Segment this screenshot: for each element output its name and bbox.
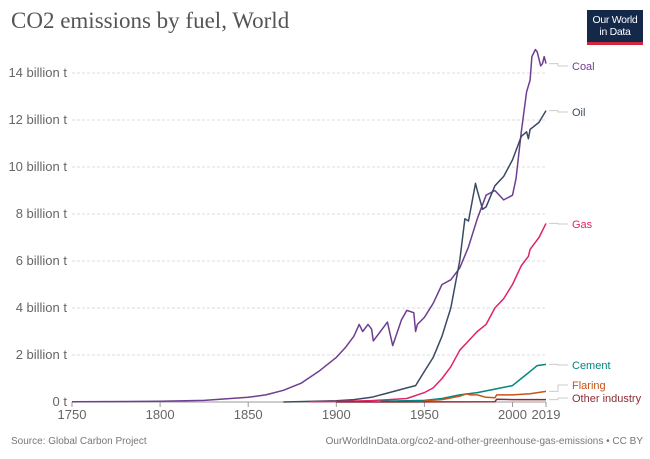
y-tick-label: 10 billion t xyxy=(8,159,67,174)
label-connector xyxy=(549,363,568,366)
x-tick-label: 1850 xyxy=(234,407,263,422)
line-chart: 0 t 2 billion t 4 billion t 6 billion t 8 bi… xyxy=(8,48,642,422)
label-connector xyxy=(549,63,568,67)
x-tick-label: 1950 xyxy=(410,407,439,422)
series-line-other-industry xyxy=(336,398,546,403)
x-tick-label: 1900 xyxy=(322,407,351,422)
label-connector xyxy=(549,110,568,113)
series-label: Coal xyxy=(572,61,595,73)
series-label: Other industry xyxy=(572,393,642,405)
x-tick-label: 2019 xyxy=(532,407,561,422)
series-line-oil xyxy=(283,110,547,403)
series-label: Oil xyxy=(572,107,585,119)
y-tick-label: 2 billion t xyxy=(16,347,68,362)
logo-line-1: Our World xyxy=(592,14,638,26)
label-connector xyxy=(549,384,568,392)
y-tick-label: 8 billion t xyxy=(16,206,68,221)
y-tick-label: 14 billion t xyxy=(8,65,67,80)
x-tick-label: 2000 xyxy=(498,407,527,422)
source-note: Source: Global Carbon Project xyxy=(11,436,147,447)
logo-line-2: in Data xyxy=(599,25,631,38)
y-tick-label: 6 billion t xyxy=(16,253,68,268)
x-tick-label: 1750 xyxy=(58,407,87,422)
series-label: Cement xyxy=(572,360,611,372)
series-label: Gas xyxy=(572,219,593,231)
series-line-cement xyxy=(380,363,547,403)
owid-logo[interactable]: Our World in Data xyxy=(587,10,643,45)
y-tick-label: 0 t xyxy=(53,394,68,409)
y-tick-label: 12 billion t xyxy=(8,112,67,127)
label-connector xyxy=(549,222,568,225)
chart-title: CO2 emissions by fuel, World xyxy=(11,8,290,33)
y-tick-label: 4 billion t xyxy=(16,300,68,315)
series-label: Flaring xyxy=(572,380,606,392)
series-line-gas xyxy=(309,223,547,403)
series-line-coal xyxy=(71,48,547,403)
x-tick-label: 1800 xyxy=(146,407,175,422)
source-url-link[interactable]: OurWorldInData.org/co2-and-other-greenho… xyxy=(325,436,643,447)
series-line-flaring xyxy=(424,390,547,402)
label-connector xyxy=(549,397,568,401)
